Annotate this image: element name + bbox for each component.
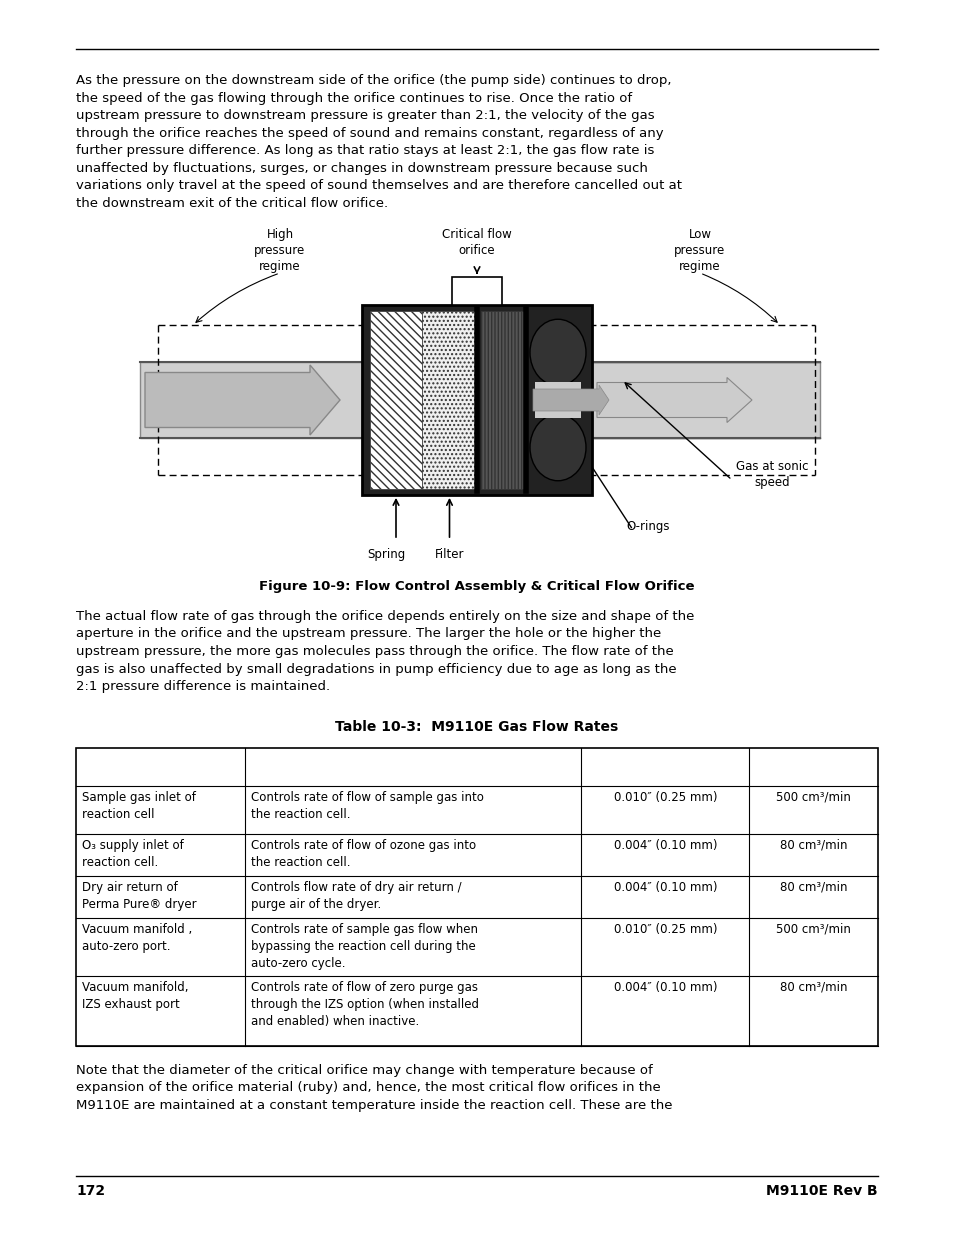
FancyArrow shape: [533, 385, 608, 415]
Text: Filter: Filter: [435, 548, 464, 561]
Text: Vacuum manifold,
IZS exhaust port: Vacuum manifold, IZS exhaust port: [82, 981, 189, 1010]
Text: 0.004″ (0.10 mm): 0.004″ (0.10 mm): [613, 981, 717, 994]
Text: 172: 172: [76, 1183, 106, 1198]
Bar: [76, 748, 877, 1046]
Ellipse shape: [530, 320, 585, 385]
Text: The actual flow rate of gas through the orifice depends entirely on the size and: The actual flow rate of gas through the …: [76, 610, 694, 693]
Text: Controls rate of sample gas flow when
bypassing the reaction cell during the
aut: Controls rate of sample gas flow when by…: [251, 923, 477, 969]
Text: Sample gas inlet of
reaction cell: Sample gas inlet of reaction cell: [82, 790, 196, 821]
Text: Low
pressure
regime: Low pressure regime: [674, 228, 725, 273]
Ellipse shape: [530, 414, 585, 480]
Text: 500 cm³/min: 500 cm³/min: [776, 923, 850, 936]
FancyArrow shape: [597, 378, 751, 422]
Text: High
pressure
regime: High pressure regime: [254, 228, 305, 273]
Text: 500 cm³/min: 500 cm³/min: [776, 790, 850, 804]
Text: 0.010″ (0.25 mm): 0.010″ (0.25 mm): [613, 790, 717, 804]
Text: Spring: Spring: [367, 548, 405, 561]
Text: Table 10-3:  M9110E Gas Flow Rates: Table 10-3: M9110E Gas Flow Rates: [335, 720, 618, 734]
Text: O-rings: O-rings: [625, 520, 669, 534]
Text: Critical flow
orifice: Critical flow orifice: [441, 228, 512, 257]
Text: Controls rate of flow of zero purge gas
through the IZS option (when installed
a: Controls rate of flow of zero purge gas …: [251, 981, 478, 1028]
Text: Dry air return of
Perma Pure® dryer: Dry air return of Perma Pure® dryer: [82, 881, 196, 910]
Text: Note that the diameter of the critical orifice may change with temperature becau: Note that the diameter of the critical o…: [76, 1065, 672, 1112]
Text: 80 cm³/min: 80 cm³/min: [779, 981, 846, 994]
Bar: [140, 362, 820, 438]
Bar: [452, 277, 501, 305]
Bar: [480, 311, 525, 489]
Text: 80 cm³/min: 80 cm³/min: [779, 881, 846, 894]
Text: Controls rate of flow of sample gas into
the reaction cell.: Controls rate of flow of sample gas into…: [251, 790, 483, 821]
Text: 0.010″ (0.25 mm): 0.010″ (0.25 mm): [613, 923, 717, 936]
Text: Controls flow rate of dry air return /
purge air of the dryer.: Controls flow rate of dry air return / p…: [251, 881, 460, 910]
Text: 80 cm³/min: 80 cm³/min: [779, 839, 846, 852]
Text: Controls rate of flow of ozone gas into
the reaction cell.: Controls rate of flow of ozone gas into …: [251, 839, 476, 868]
Text: Gas at sonic
speed: Gas at sonic speed: [735, 459, 807, 489]
Text: M9110E Rev B: M9110E Rev B: [765, 1183, 877, 1198]
Bar: [370, 311, 421, 489]
Text: As the pressure on the downstream side of the orifice (the pump side) continues : As the pressure on the downstream side o…: [76, 74, 681, 210]
Text: Vacuum manifold ,
auto-zero port.: Vacuum manifold , auto-zero port.: [82, 923, 193, 952]
Text: 0.004″ (0.10 mm): 0.004″ (0.10 mm): [613, 881, 717, 894]
Text: O₃ supply inlet of
reaction cell.: O₃ supply inlet of reaction cell.: [82, 839, 184, 868]
Bar: [535, 382, 580, 417]
FancyArrow shape: [145, 366, 339, 435]
Text: 0.004″ (0.10 mm): 0.004″ (0.10 mm): [613, 839, 717, 852]
Text: Figure 10-9: Flow Control Assembly & Critical Flow Orifice: Figure 10-9: Flow Control Assembly & Cri…: [259, 580, 694, 593]
Bar: [421, 311, 476, 489]
Bar: [361, 305, 592, 495]
